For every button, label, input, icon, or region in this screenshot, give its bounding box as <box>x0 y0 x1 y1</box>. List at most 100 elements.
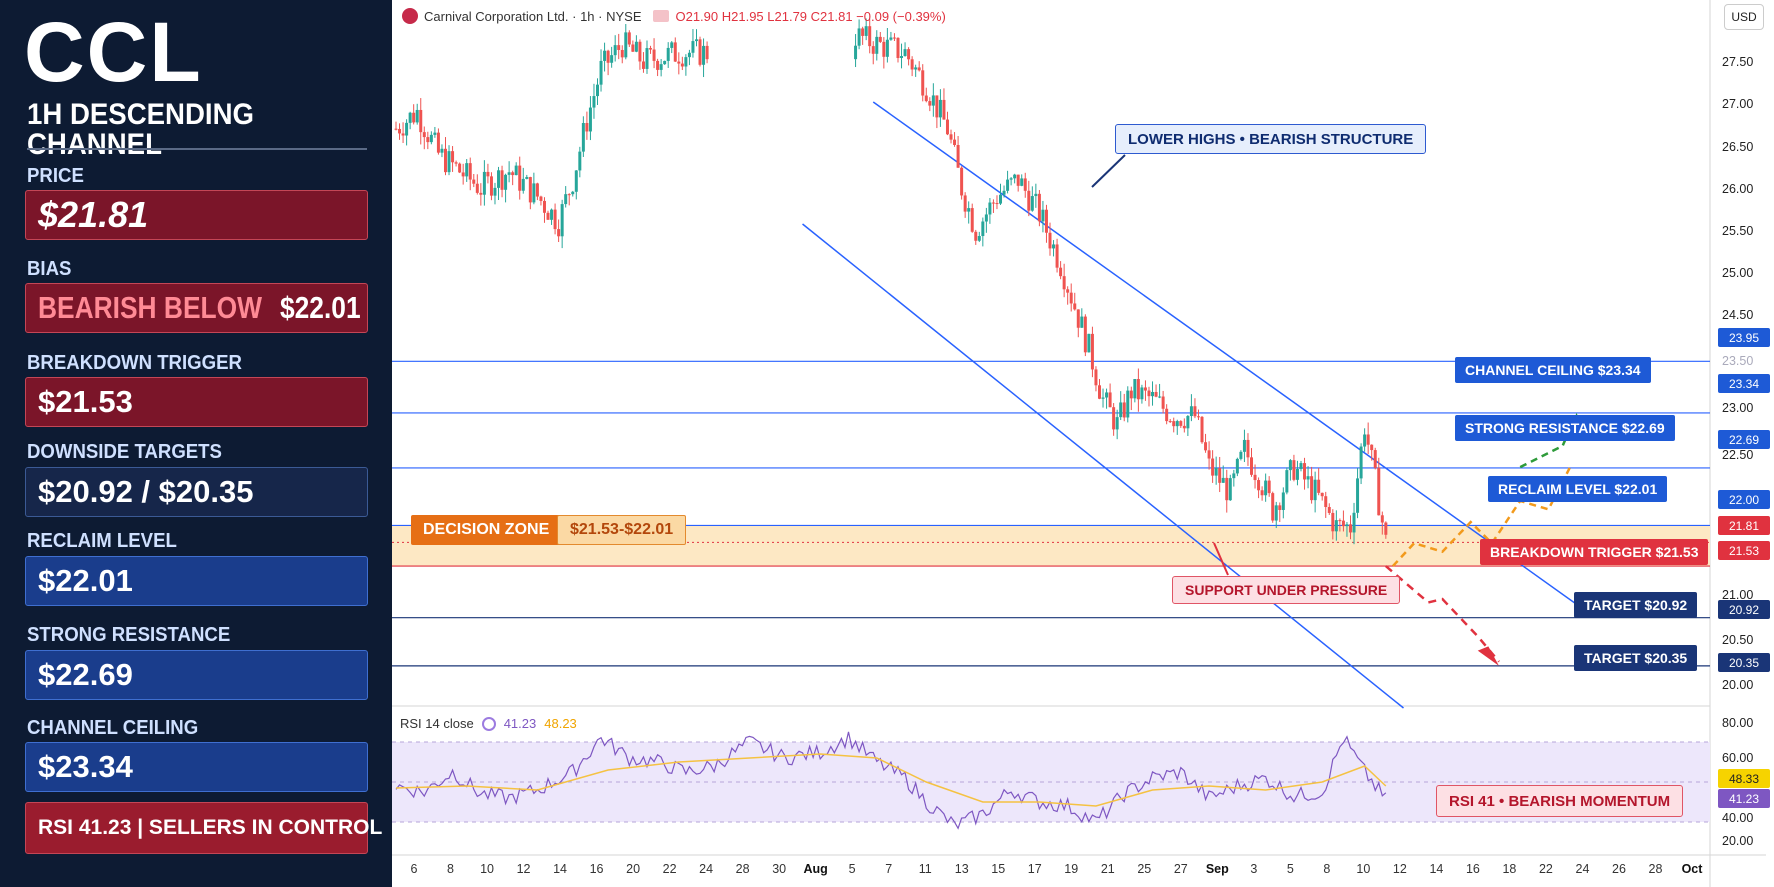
candle-body <box>949 134 953 140</box>
symbol-header: Carnival Corporation Ltd. · 1h · NYSE O2… <box>402 8 946 24</box>
rsi-ma-line <box>395 753 1387 807</box>
candle-body <box>910 59 914 70</box>
lower-highs-arrow <box>1091 154 1126 188</box>
candle-body <box>458 163 462 173</box>
candle-body <box>900 56 904 59</box>
candle-body <box>1370 444 1374 451</box>
y-tick: 20.50 <box>1722 633 1754 647</box>
candle-body <box>1366 434 1370 445</box>
candle-body <box>588 107 592 132</box>
price-tag: 22.69 <box>1718 430 1770 449</box>
flag-icon <box>653 10 670 22</box>
rsi-title[interactable]: RSI 14 close <box>400 716 474 731</box>
candle-body <box>472 179 476 184</box>
x-tick: 25 <box>1137 862 1152 876</box>
candle-body <box>518 165 522 191</box>
rsi-value: 41.23 <box>503 716 537 731</box>
candle-body <box>1041 209 1045 222</box>
chart-area[interactable]: Carnival Corporation Ltd. · 1h · NYSE O2… <box>392 0 1774 887</box>
targets-value: $20.92 / $20.35 <box>25 467 368 517</box>
candle-body <box>1211 458 1215 476</box>
currency-selector[interactable]: USD <box>1724 4 1764 30</box>
divider <box>27 148 367 150</box>
candle-body <box>1303 463 1307 480</box>
candle-body <box>663 60 667 65</box>
candle-body <box>638 41 642 62</box>
y-tick: 25.00 <box>1722 266 1754 280</box>
rsi-header: RSI 14 close 41.23 48.23 <box>400 716 577 731</box>
candle-body <box>585 123 589 132</box>
candle-body <box>493 187 497 196</box>
candle-body <box>1069 292 1073 304</box>
candle-body <box>1295 468 1299 480</box>
candle-body <box>1377 467 1381 516</box>
y-tick: 25.50 <box>1722 224 1754 238</box>
candle-body <box>603 50 607 61</box>
candle-body <box>871 46 875 54</box>
x-tick: 24 <box>699 862 714 876</box>
candle-body <box>412 112 416 123</box>
rsi-settings-icon[interactable] <box>481 716 496 731</box>
candle-body <box>694 39 698 42</box>
x-tick: Oct <box>1681 862 1703 876</box>
candle-body <box>1133 379 1137 399</box>
candle-body <box>557 229 561 237</box>
decision-range-label: $21.53-$22.01 <box>557 515 687 545</box>
candle-body <box>1207 450 1211 459</box>
candle-body <box>995 203 999 205</box>
candle-body <box>447 151 451 173</box>
candle-body <box>1232 473 1236 479</box>
x-tick: 19 <box>1064 862 1079 876</box>
candle-body <box>670 42 674 48</box>
ticker-symbol: CCL <box>24 5 203 99</box>
candle-body <box>617 45 621 50</box>
price-tag: 23.95 <box>1718 328 1770 347</box>
candle-body <box>1140 387 1144 400</box>
x-tick: 10 <box>1356 862 1371 876</box>
candle-body <box>960 167 964 196</box>
x-tick: 8 <box>1323 862 1331 876</box>
candle-body <box>1363 434 1367 447</box>
candle-body <box>938 99 942 118</box>
candle-body <box>486 171 490 177</box>
candle-body <box>903 49 907 57</box>
candle-body <box>1172 421 1176 427</box>
candle-body <box>1094 369 1098 386</box>
ceiling-label: CHANNEL CEILING <box>27 717 199 739</box>
resistance-label: STRONG RESISTANCE <box>27 624 231 646</box>
candle-body <box>1083 316 1087 353</box>
candle-body <box>921 70 925 96</box>
candle-body <box>429 134 433 143</box>
symbol-name[interactable]: Carnival Corporation Ltd. · 1h · NYSE <box>424 8 642 24</box>
candle-body <box>578 151 582 171</box>
candle-body <box>1239 451 1243 459</box>
candle-body <box>560 204 564 237</box>
y-tick: 27.50 <box>1722 55 1754 69</box>
candle-body <box>461 172 465 177</box>
candle-body <box>1129 390 1133 399</box>
channel-upper-line <box>872 101 1588 613</box>
price-value: $21.81 <box>25 190 368 240</box>
price-tag: 22.00 <box>1718 490 1770 509</box>
rsi-ma-value: 48.23 <box>544 716 577 731</box>
candle-body <box>1037 193 1041 222</box>
candle-body <box>684 57 688 67</box>
candle-body <box>896 37 900 59</box>
candle-body <box>465 163 469 177</box>
bias-label: BIAS <box>27 258 72 280</box>
candle-body <box>482 171 486 195</box>
candle-body <box>539 196 543 201</box>
bias-word: BEARISH BELOW <box>38 290 262 325</box>
candle-body <box>854 45 858 60</box>
candle-body <box>504 174 508 190</box>
candle-body <box>875 36 879 54</box>
candle-body <box>935 95 939 118</box>
candle-body <box>1189 406 1193 417</box>
x-tick: 12 <box>516 862 531 876</box>
candle-body <box>535 183 539 197</box>
x-tick: Aug <box>803 862 828 876</box>
price-chart-svg[interactable] <box>392 0 1774 887</box>
candle-body <box>953 139 957 145</box>
candle-body <box>1087 333 1091 353</box>
candle-body <box>497 170 501 188</box>
